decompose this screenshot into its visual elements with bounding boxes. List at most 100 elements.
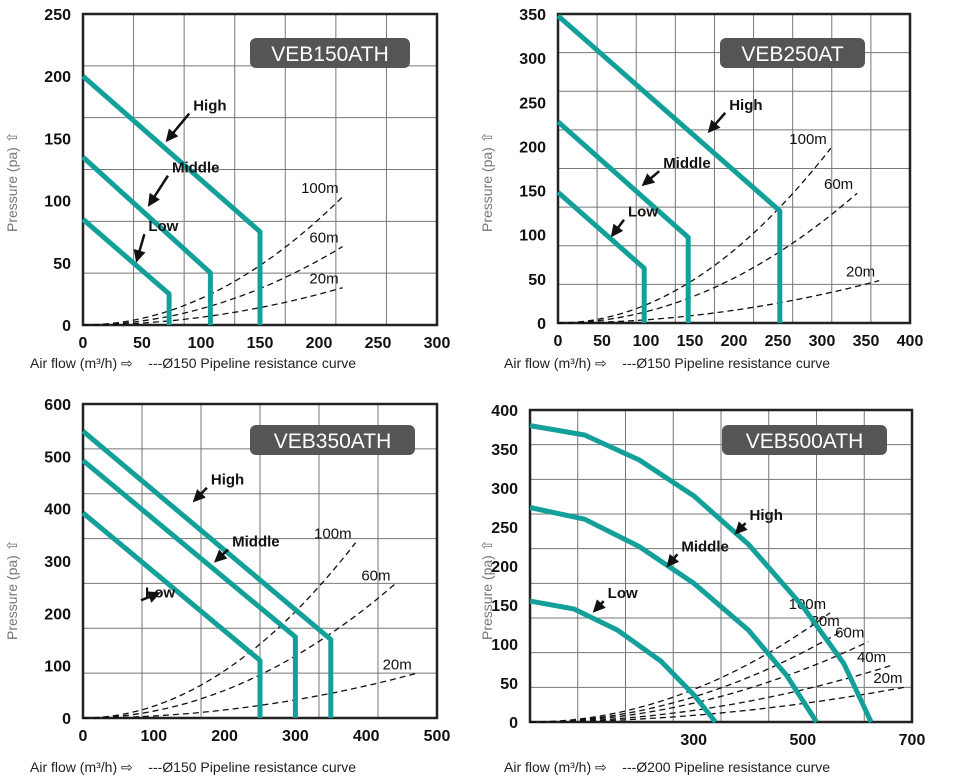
caption-row: Air flow (m³/h) ⇨ ---Ø150 Pipeline resis… bbox=[30, 759, 356, 776]
fan-curve-middle bbox=[81, 155, 213, 325]
resistance-curve bbox=[529, 641, 869, 723]
resistance-label: 60m bbox=[824, 176, 853, 193]
curve-label: Middle bbox=[681, 538, 729, 555]
chart-panel-veb350ath: 0 100 200 300 400 500 600 0 100 200 300 400 500 100m 6… bbox=[0, 391, 479, 782]
resistance-label: 100m bbox=[314, 526, 352, 543]
x-tick-label: 200 bbox=[306, 335, 333, 352]
y-axis-title: Pressure (pa) ⇧ bbox=[479, 131, 495, 232]
spacer bbox=[133, 355, 149, 371]
y-tick-label: 100 bbox=[44, 659, 71, 676]
chart-svg: 0 100 200 300 400 500 600 0 100 200 300 400 500 100m 6… bbox=[44, 397, 450, 745]
x-axis-title: Air flow (m³/h) ⇨ bbox=[504, 355, 607, 371]
arrow-head-icon bbox=[192, 489, 206, 503]
y-tick-label: 0 bbox=[62, 711, 71, 728]
pointer-arrow-icon bbox=[714, 112, 727, 125]
arrow-head-icon bbox=[610, 223, 624, 238]
resistance-curve bbox=[82, 542, 357, 719]
x-tick-label: 300 bbox=[424, 335, 451, 352]
pointer-arrow-icon bbox=[153, 175, 170, 198]
x-tick-label: 50 bbox=[133, 335, 151, 352]
arrow-head-icon bbox=[592, 599, 606, 613]
resistance-label: 100m bbox=[789, 131, 827, 148]
fan-curve-high bbox=[556, 13, 783, 323]
caption-row: Air flow (m³/h) ⇨ ---Ø200 Pipeline resis… bbox=[504, 759, 830, 776]
y-axis-title: Pressure (pa) ⇧ bbox=[4, 131, 20, 232]
y-tick-label: 300 bbox=[44, 554, 71, 571]
curve-label: High bbox=[211, 472, 244, 489]
x-tick-label: 300 bbox=[282, 728, 309, 745]
pointer-arrow-icon bbox=[221, 548, 229, 556]
model-name: VEB350ATH bbox=[274, 430, 392, 453]
x-tick-label: 0 bbox=[554, 333, 563, 350]
arrow-head-icon bbox=[146, 591, 161, 603]
curve-label: High bbox=[750, 507, 783, 524]
caption-row: Air flow (m³/h) ⇨ ---Ø150 Pipeline resis… bbox=[30, 355, 356, 372]
x-tick-label: 100 bbox=[140, 728, 167, 745]
y-tick-label: 200 bbox=[491, 559, 518, 576]
arrow-head-icon bbox=[133, 248, 146, 263]
y-tick-label: 150 bbox=[491, 598, 518, 615]
resistance-label: 20m bbox=[309, 271, 338, 288]
legend-note: ---Ø150 Pipeline resistance curve bbox=[148, 759, 357, 775]
x-tick-label: 200 bbox=[721, 333, 748, 350]
resistance-label: 60m bbox=[361, 568, 390, 585]
curve-label: High bbox=[729, 97, 762, 114]
resistance-label: 20m bbox=[383, 657, 412, 674]
resistance-label: 40m bbox=[857, 649, 886, 666]
y-tick-label: 600 bbox=[44, 397, 71, 414]
arrow-head-icon bbox=[641, 173, 656, 187]
chart-panel-veb250at: 0 50 100 150 200 250 300 350 0 50 100 150 200 250 300 3… bbox=[479, 0, 958, 391]
pointer-arrow-icon bbox=[200, 486, 208, 495]
model-badge bbox=[720, 38, 865, 68]
curve-label: Low bbox=[628, 204, 658, 221]
y-axis-title: Pressure (pa) ⇧ bbox=[4, 539, 20, 640]
curve-label: Middle bbox=[232, 533, 280, 550]
y-tick-label: 250 bbox=[44, 7, 71, 24]
resistance-label: 100m bbox=[301, 180, 339, 197]
plot-frame bbox=[528, 408, 914, 724]
pointer-arrow-icon bbox=[616, 218, 626, 229]
y-tick-label: 0 bbox=[537, 316, 546, 333]
resistance-curve bbox=[530, 686, 907, 723]
y-tick-label: 300 bbox=[519, 51, 546, 68]
fan-curve-low bbox=[81, 510, 263, 718]
chart-svg: 0 50 100 150 200 250 300 350 0 50 100 150 200 250 300 3… bbox=[519, 7, 923, 350]
x-axis-title: Air flow (m³/h) ⇨ bbox=[30, 759, 133, 775]
y-tick-label: 100 bbox=[519, 228, 546, 245]
y-tick-label: 300 bbox=[491, 481, 518, 498]
resistance-curve bbox=[557, 192, 858, 324]
arrow-head-icon bbox=[165, 128, 179, 143]
pointer-arrow-icon bbox=[138, 233, 146, 252]
legend-note: ---Ø200 Pipeline resistance curve bbox=[622, 759, 831, 775]
x-tick-label: 250 bbox=[765, 333, 792, 350]
y-tick-label: 100 bbox=[44, 194, 71, 211]
y-tick-label: 200 bbox=[519, 139, 546, 156]
x-tick-label: 200 bbox=[211, 728, 238, 745]
curve-label: Low bbox=[608, 585, 638, 602]
y-tick-label: 350 bbox=[491, 442, 518, 459]
pointer-arrow-icon bbox=[649, 170, 661, 180]
y-tick-label: 500 bbox=[44, 449, 71, 466]
chart-panel-veb150ath: 0 50 100 150 200 250 0 50 100 150 200 250 300 100m 60m… bbox=[0, 0, 479, 391]
arrow-head-icon bbox=[666, 553, 680, 568]
resistance-curve bbox=[529, 665, 891, 723]
fan-curve-low bbox=[529, 598, 718, 724]
x-tick-label: 150 bbox=[677, 333, 704, 350]
fan-curve-high bbox=[81, 74, 263, 325]
y-tick-label: 150 bbox=[519, 184, 546, 201]
x-tick-label: 400 bbox=[353, 728, 380, 745]
y-tick-label: 50 bbox=[53, 256, 71, 273]
resistance-label: 60m bbox=[835, 625, 864, 642]
resistance-curve bbox=[529, 629, 845, 723]
y-tick-label: 0 bbox=[62, 318, 71, 335]
pointer-arrow-icon bbox=[741, 522, 747, 527]
resistance-label: 60m bbox=[309, 230, 338, 247]
x-axis-title: Air flow (m³/h) ⇨ bbox=[30, 355, 133, 371]
y-tick-label: 150 bbox=[44, 131, 71, 148]
chart-svg: 0 50 100 150 200 250 0 50 100 150 200 250 300 100m 60m… bbox=[44, 7, 451, 352]
curve-label: High bbox=[193, 98, 226, 115]
legend-note: ---Ø150 Pipeline resistance curve bbox=[148, 355, 357, 371]
x-tick-label: 350 bbox=[853, 333, 880, 350]
spacer bbox=[607, 759, 623, 775]
model-name: VEB500ATH bbox=[746, 430, 864, 453]
